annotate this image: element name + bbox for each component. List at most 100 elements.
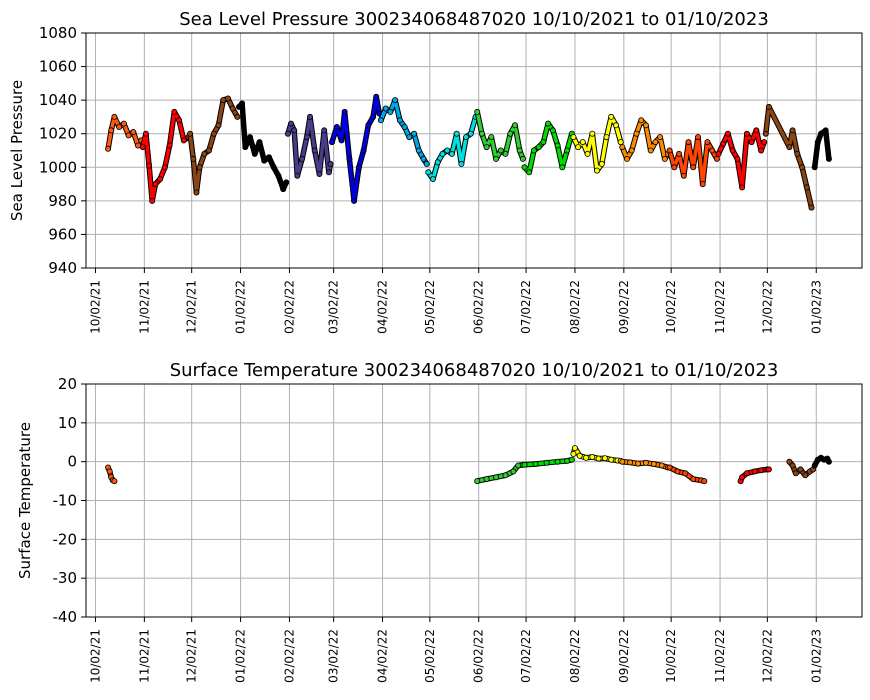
chart-title: Sea Level Pressure 300234068487020 10/10… (179, 9, 769, 30)
data-point (709, 147, 716, 154)
data-point (765, 103, 772, 110)
data-point (429, 175, 436, 182)
data-point (311, 147, 318, 154)
data-point (215, 122, 222, 129)
data-point (299, 155, 306, 162)
data-point (758, 467, 765, 474)
data-point (715, 150, 722, 157)
x-tick-label: 04/02/22 (376, 280, 390, 334)
data-point (628, 147, 635, 154)
data-point (488, 134, 495, 141)
data-point (803, 184, 810, 191)
y-tick-label: -30 (53, 569, 78, 587)
data-point (261, 157, 268, 164)
data-point (729, 147, 736, 154)
data-point (682, 470, 689, 477)
data-point (146, 162, 153, 169)
data-point (822, 127, 829, 134)
data-point (519, 155, 526, 162)
data-point (690, 476, 697, 483)
data-point (229, 105, 236, 112)
data-point (411, 130, 418, 137)
plot-frame (85, 32, 863, 269)
data-point (619, 458, 626, 465)
data-point (283, 179, 290, 186)
data-point (762, 130, 769, 137)
data-point (116, 124, 123, 131)
data-point (761, 139, 768, 146)
y-axis-label: Surface Temperature (16, 422, 34, 579)
data-point (734, 155, 741, 162)
data-point (294, 172, 301, 179)
data-point (242, 144, 249, 151)
data-point (554, 142, 561, 149)
data-point (589, 130, 596, 137)
data-point (765, 466, 772, 473)
data-point (483, 476, 490, 483)
x-tick-label: 12/02/21 (185, 629, 199, 683)
data-point (797, 466, 804, 473)
data-point (748, 139, 755, 146)
x-tick-label: 11/02/21 (137, 629, 151, 683)
data-point (789, 462, 796, 469)
y-tick-label: 1060 (39, 58, 77, 76)
data-point (502, 150, 509, 157)
data-point (483, 144, 490, 151)
data-point (265, 154, 272, 161)
data-point (507, 130, 514, 137)
data-point (543, 459, 550, 466)
data-point (701, 478, 708, 485)
data-point (818, 130, 825, 137)
data-point (699, 181, 706, 188)
data-point (453, 130, 460, 137)
data-point (355, 164, 362, 171)
data-point (786, 144, 793, 151)
data-point (647, 147, 654, 154)
data-point (549, 127, 556, 134)
data-point (739, 184, 746, 191)
data-point (576, 452, 583, 459)
x-tick-label: 11/02/21 (137, 280, 151, 334)
x-tick-label: 04/02/22 (376, 629, 390, 683)
data-point (280, 186, 287, 193)
x-tick-label: 08/02/22 (568, 629, 582, 683)
data-point (624, 155, 631, 162)
data-point (360, 147, 367, 154)
data-point (758, 147, 765, 154)
data-point (650, 460, 657, 467)
data-point (743, 130, 750, 137)
data-point (594, 167, 601, 174)
x-tick-label: 09/02/22 (617, 280, 631, 334)
data-point (105, 145, 112, 152)
data-point (680, 172, 687, 179)
data-point (239, 100, 246, 107)
x-tick-label: 07/02/22 (519, 280, 533, 334)
y-tick-label: 1000 (39, 158, 77, 176)
data-point (111, 113, 118, 120)
data-point (521, 461, 528, 468)
data-point (635, 460, 642, 467)
data-point (589, 453, 596, 460)
data-point (690, 164, 697, 171)
data-point (351, 197, 358, 204)
x-tick-label: 01/02/22 (234, 629, 248, 683)
data-point (365, 122, 372, 129)
data-point (540, 139, 547, 146)
data-point (333, 124, 340, 131)
data-point (530, 147, 537, 154)
data-point (341, 108, 348, 115)
data-point (601, 455, 608, 462)
chart-2: -40 -30 -20 -10 0 10 20 10/02/21 11/02/21 12/02/2… (16, 360, 863, 683)
data-point (571, 445, 578, 452)
y-tick-label: 0 (67, 453, 77, 471)
data-point (120, 120, 127, 127)
data-point (789, 127, 796, 134)
data-point (439, 150, 446, 157)
data-point (575, 144, 582, 151)
series-line (764, 105, 814, 210)
data-point (161, 164, 168, 171)
data-point (327, 160, 334, 167)
series-line (426, 115, 478, 181)
data-point (448, 150, 455, 157)
series-line (141, 110, 191, 203)
